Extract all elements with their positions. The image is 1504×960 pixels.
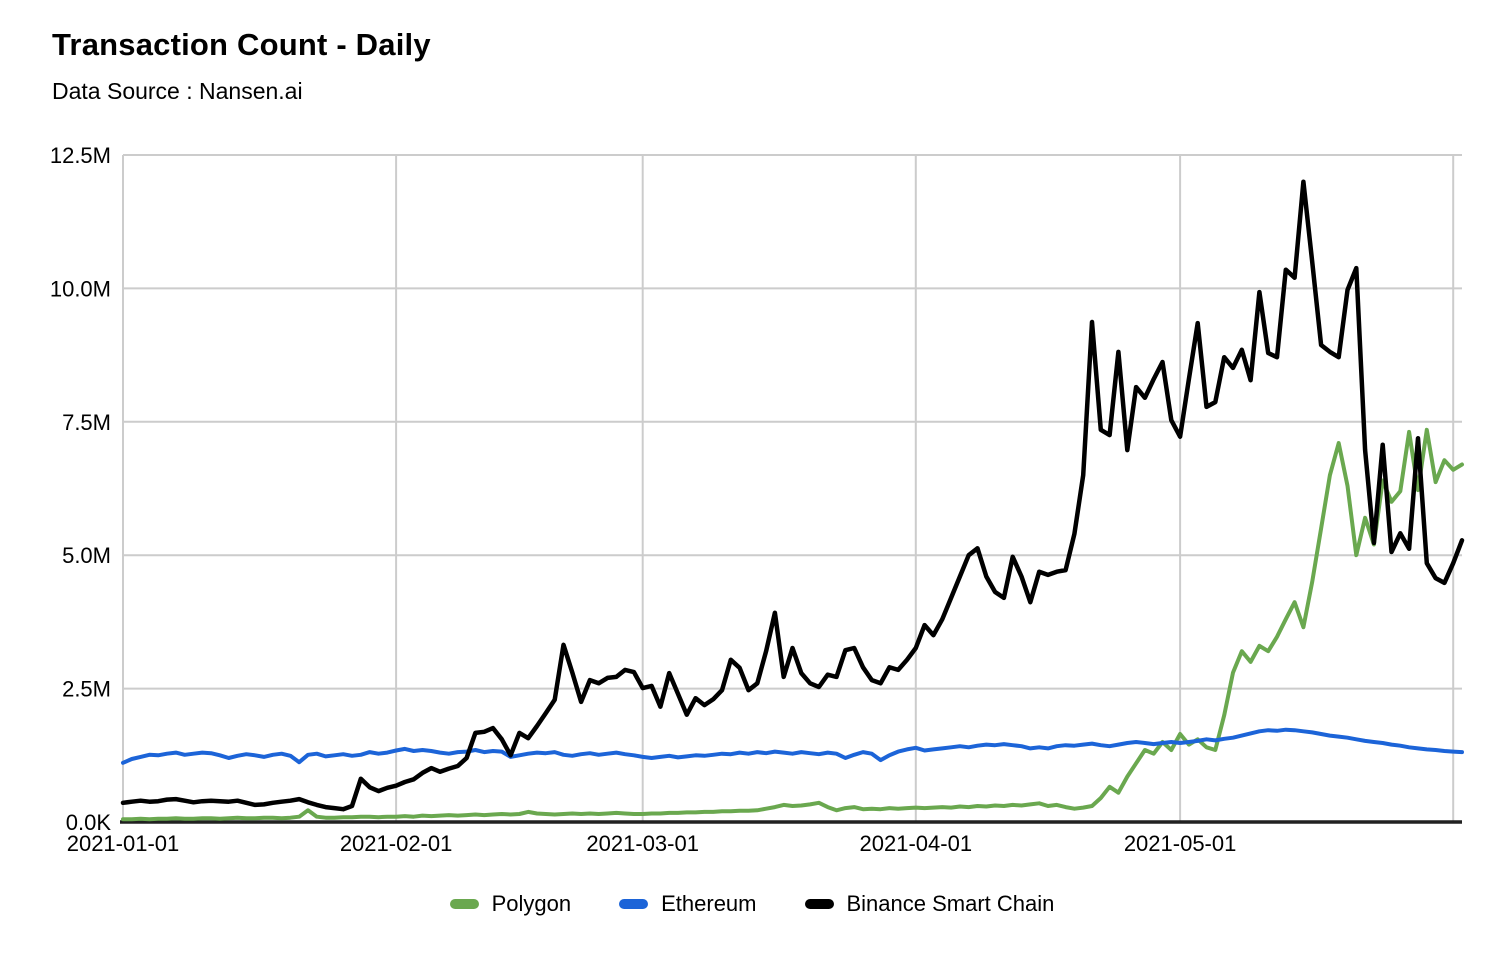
y-axis-tick-label: 0.0K bbox=[66, 810, 112, 835]
legend-swatch-binance-smart-chain bbox=[804, 899, 834, 909]
chart-subtitle: Data Source : Nansen.ai bbox=[52, 78, 303, 105]
chart-title: Transaction Count - Daily bbox=[52, 27, 431, 62]
legend-item-polygon: Polygon bbox=[449, 891, 572, 917]
series-line-ethereum bbox=[121, 727, 1464, 765]
y-axis-tick-label: 7.5M bbox=[62, 410, 111, 435]
y-axis-tick-label: 5.0M bbox=[62, 543, 111, 568]
series-line-binance-smart-chain bbox=[120, 179, 1465, 812]
x-axis-tick-label: 2021-05-01 bbox=[1124, 831, 1237, 856]
x-axis-tick-label: 2021-03-01 bbox=[586, 831, 699, 856]
x-axis-tick-label: 2021-04-01 bbox=[860, 831, 973, 856]
chart-legend: Polygon Ethereum Binance Smart Chain bbox=[0, 889, 1504, 919]
y-axis-tick-label: 10.0M bbox=[50, 276, 111, 301]
y-axis-tick-label: 12.5M bbox=[50, 143, 111, 168]
legend-item-binance-smart-chain: Binance Smart Chain bbox=[804, 891, 1055, 917]
x-axis-tick-label: 2021-01-01 bbox=[67, 831, 180, 856]
legend-swatch-polygon bbox=[449, 899, 479, 909]
legend-label-binance-smart-chain: Binance Smart Chain bbox=[846, 891, 1055, 916]
chart-header: Transaction Count - Daily Data Source : … bbox=[52, 27, 431, 105]
legend-label-polygon: Polygon bbox=[491, 891, 572, 916]
series-line-polygon bbox=[121, 427, 1464, 822]
legend-swatch-ethereum bbox=[619, 899, 649, 909]
x-axis-tick-label: 2021-02-01 bbox=[340, 831, 453, 856]
legend-item-ethereum: Ethereum bbox=[619, 891, 757, 917]
legend-label-ethereum: Ethereum bbox=[661, 891, 757, 916]
y-axis-tick-label: 2.5M bbox=[62, 677, 111, 702]
